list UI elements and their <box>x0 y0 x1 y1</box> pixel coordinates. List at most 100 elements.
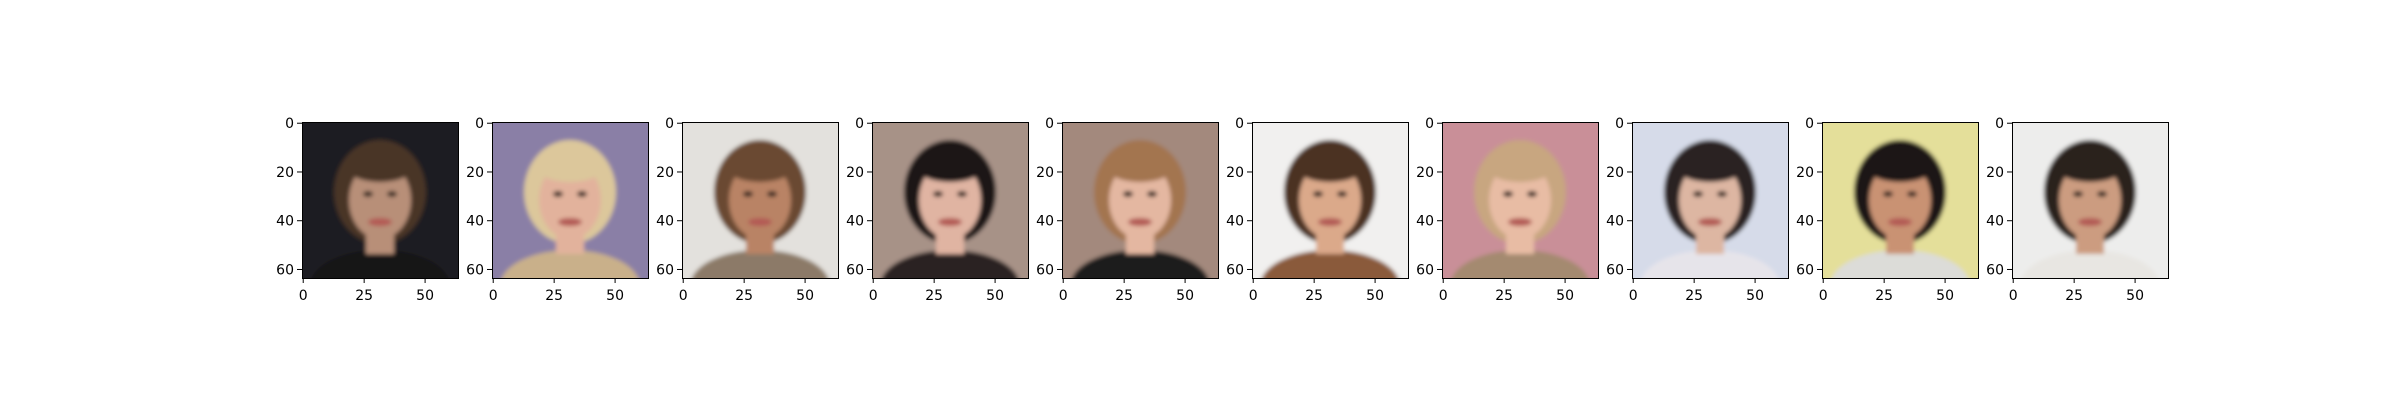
image-panel-9: 0 20 40 60 0 25 50 <box>1796 116 1979 304</box>
axes-frame <box>1062 122 1219 279</box>
mouth <box>2078 218 2102 226</box>
hair-fringe <box>726 150 794 182</box>
y-tick-label: 0 <box>1045 116 1054 132</box>
mouth <box>748 218 772 226</box>
y-tick-label: 0 <box>1805 116 1814 132</box>
x-tick-label: 50 <box>986 288 1004 304</box>
right-eye <box>1147 191 1157 197</box>
right-eye <box>387 191 397 197</box>
y-tick-label: 20 <box>276 165 294 181</box>
face-shape <box>919 161 981 239</box>
portrait-image <box>2012 122 2168 278</box>
right-eye <box>767 191 777 197</box>
x-tick-label: 50 <box>416 288 434 304</box>
y-tick-label: 20 <box>1416 165 1434 181</box>
y-tick-label: 0 <box>1235 116 1244 132</box>
shoulders-shape <box>691 250 829 278</box>
hair-fringe <box>1676 150 1744 182</box>
left-eye <box>1693 191 1703 197</box>
face-shape <box>1489 161 1551 239</box>
y-tick-label: 0 <box>285 116 294 132</box>
face-shape <box>1679 161 1741 239</box>
x-tick-label: 0 <box>1629 288 1638 304</box>
shoulders-shape <box>881 250 1019 278</box>
portrait-image <box>1822 122 1978 278</box>
left-eye <box>1123 191 1133 197</box>
axes-frame <box>682 122 839 279</box>
image-panel-1: 0 20 40 60 0 25 50 <box>276 116 459 304</box>
shoulders-shape <box>1261 250 1399 278</box>
hair-fringe <box>1866 150 1934 182</box>
shoulders-shape <box>501 250 639 278</box>
y-tick-label: 20 <box>1036 165 1054 181</box>
left-eye <box>363 191 373 197</box>
hair-fringe <box>1106 150 1174 182</box>
left-eye <box>1503 191 1513 197</box>
mouth <box>1318 218 1342 226</box>
y-tick-label: 20 <box>1606 165 1624 181</box>
portrait-image <box>492 122 648 278</box>
y-tick-label: 0 <box>1425 116 1434 132</box>
y-tick-label: 60 <box>1986 262 2004 278</box>
x-tick-label: 25 <box>355 288 373 304</box>
x-tick-label: 25 <box>735 288 753 304</box>
portrait-image <box>1442 122 1598 278</box>
x-tick-label: 0 <box>679 288 688 304</box>
x-tick-label: 50 <box>1176 288 1194 304</box>
y-tick-label: 20 <box>656 165 674 181</box>
y-tick-label: 20 <box>1796 165 1814 181</box>
image-panel-8: 0 20 40 60 0 25 50 <box>1606 116 1789 304</box>
face-shape <box>539 161 601 239</box>
y-tick-label: 20 <box>1986 165 2004 181</box>
right-eye <box>1527 191 1537 197</box>
axes-frame <box>872 122 1029 279</box>
x-tick-label: 50 <box>1366 288 1384 304</box>
y-tick-label: 40 <box>656 214 674 230</box>
axes-frame <box>1632 122 1789 279</box>
hair-fringe <box>1296 150 1364 182</box>
mouth <box>1508 218 1532 226</box>
image-panel-7: 0 20 40 60 0 25 50 <box>1416 116 1599 304</box>
x-tick-label: 25 <box>925 288 943 304</box>
mouth <box>558 218 582 226</box>
y-tick-label: 40 <box>1226 214 1244 230</box>
right-eye <box>577 191 587 197</box>
y-tick-label: 40 <box>1986 214 2004 230</box>
portrait-image <box>872 122 1028 278</box>
y-tick-label: 20 <box>846 165 864 181</box>
x-tick-label: 50 <box>1936 288 1954 304</box>
x-tick-label: 50 <box>1746 288 1764 304</box>
hair-fringe <box>536 150 604 182</box>
x-tick-label: 50 <box>606 288 624 304</box>
right-eye <box>1337 191 1347 197</box>
x-tick-label: 25 <box>1875 288 1893 304</box>
x-tick-label: 50 <box>2126 288 2144 304</box>
shoulders-shape <box>1071 250 1209 278</box>
axes-frame <box>1442 122 1599 279</box>
axes-frame <box>2012 122 2169 279</box>
face-shape <box>1869 161 1931 239</box>
face-shape <box>1109 161 1171 239</box>
x-tick-label: 0 <box>1819 288 1828 304</box>
left-eye <box>743 191 753 197</box>
image-panel-10: 0 20 40 60 0 25 50 <box>1986 116 2169 304</box>
y-tick-label: 0 <box>855 116 864 132</box>
y-tick-label: 40 <box>1036 214 1054 230</box>
face-shape <box>729 161 791 239</box>
x-tick-label: 50 <box>1556 288 1574 304</box>
left-eye <box>553 191 563 197</box>
y-tick-label: 20 <box>1226 165 1244 181</box>
y-tick-label: 60 <box>1036 262 1054 278</box>
y-tick-label: 40 <box>1796 214 1814 230</box>
y-tick-label: 0 <box>1615 116 1624 132</box>
x-tick-label: 25 <box>545 288 563 304</box>
left-eye <box>1313 191 1323 197</box>
face-shape <box>349 161 411 239</box>
mouth <box>368 218 392 226</box>
mouth <box>1888 218 1912 226</box>
x-tick-label: 25 <box>1305 288 1323 304</box>
y-tick-label: 40 <box>846 214 864 230</box>
portrait-image <box>682 122 838 278</box>
y-tick-label: 0 <box>665 116 674 132</box>
hair-fringe <box>2056 150 2124 182</box>
